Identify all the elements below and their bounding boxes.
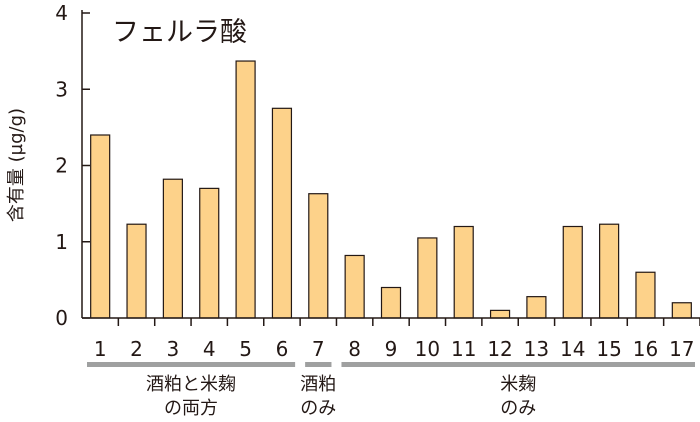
group-label-line1: 酒粕と米麹 <box>146 374 236 395</box>
x-tick-label: 12 <box>487 337 512 361</box>
y-tick-label: 4 <box>55 1 68 25</box>
bar-15 <box>599 223 620 319</box>
x-tick-label: 10 <box>415 337 440 361</box>
chart-title: フェルラ酸 <box>112 17 247 48</box>
x-tick-label: 13 <box>524 337 549 361</box>
group-label-line2: の両方 <box>164 398 218 419</box>
x-tick-label: 16 <box>633 337 658 361</box>
x-tick-label: 1 <box>94 337 107 361</box>
group-label-line1: 酒粕 <box>300 374 336 395</box>
group-label-line1: 米麹 <box>500 374 536 395</box>
x-tick-label: 6 <box>276 337 289 361</box>
bar-2 <box>126 223 147 319</box>
bar-16 <box>635 271 656 319</box>
x-tick-label: 11 <box>451 337 476 361</box>
bar-3 <box>162 178 183 319</box>
bar-1 <box>90 134 111 319</box>
x-tick-label: 8 <box>348 337 361 361</box>
x-tick-label: 17 <box>669 337 694 361</box>
x-tick-label: 3 <box>167 337 180 361</box>
bar-10 <box>417 237 438 319</box>
bar-12 <box>489 309 511 319</box>
bars-group <box>90 60 692 319</box>
bar-8 <box>344 254 365 319</box>
y-tick-label: 0 <box>55 306 68 330</box>
bar-7 <box>308 193 329 319</box>
bar-14 <box>562 225 583 319</box>
x-tick-label: 9 <box>385 337 398 361</box>
bar-5 <box>235 60 256 319</box>
bar-4 <box>199 187 220 319</box>
x-tick-label: 2 <box>130 337 143 361</box>
y-axis-label: 含有量 (µg/g) <box>6 108 27 222</box>
bar-11 <box>453 225 474 319</box>
x-tick-label: 7 <box>312 337 325 361</box>
y-tick-label: 1 <box>55 230 68 254</box>
x-tick-label: 5 <box>239 337 252 361</box>
group-bracket <box>305 362 332 367</box>
x-tick-label: 4 <box>203 337 216 361</box>
bar-6 <box>271 107 293 319</box>
y-tick-label: 3 <box>55 77 68 101</box>
bar-17 <box>671 302 692 319</box>
y-tick-label: 2 <box>55 154 68 178</box>
group-label-line2: のみ <box>500 398 536 419</box>
group-label-line2: のみ <box>300 398 336 419</box>
x-tick-label: 14 <box>560 337 585 361</box>
bar-13 <box>526 296 547 319</box>
x-tick-label: 15 <box>596 337 621 361</box>
group-bracket <box>87 362 296 367</box>
group-bracket <box>341 362 695 367</box>
bar-9 <box>380 286 402 319</box>
y-ticks-group: 0 1 2 3 4 <box>55 1 90 330</box>
x-ticks-group: 1 2 3 4 5 6 7 8 9 10 11 12 13 14 15 16 17 <box>94 318 700 361</box>
